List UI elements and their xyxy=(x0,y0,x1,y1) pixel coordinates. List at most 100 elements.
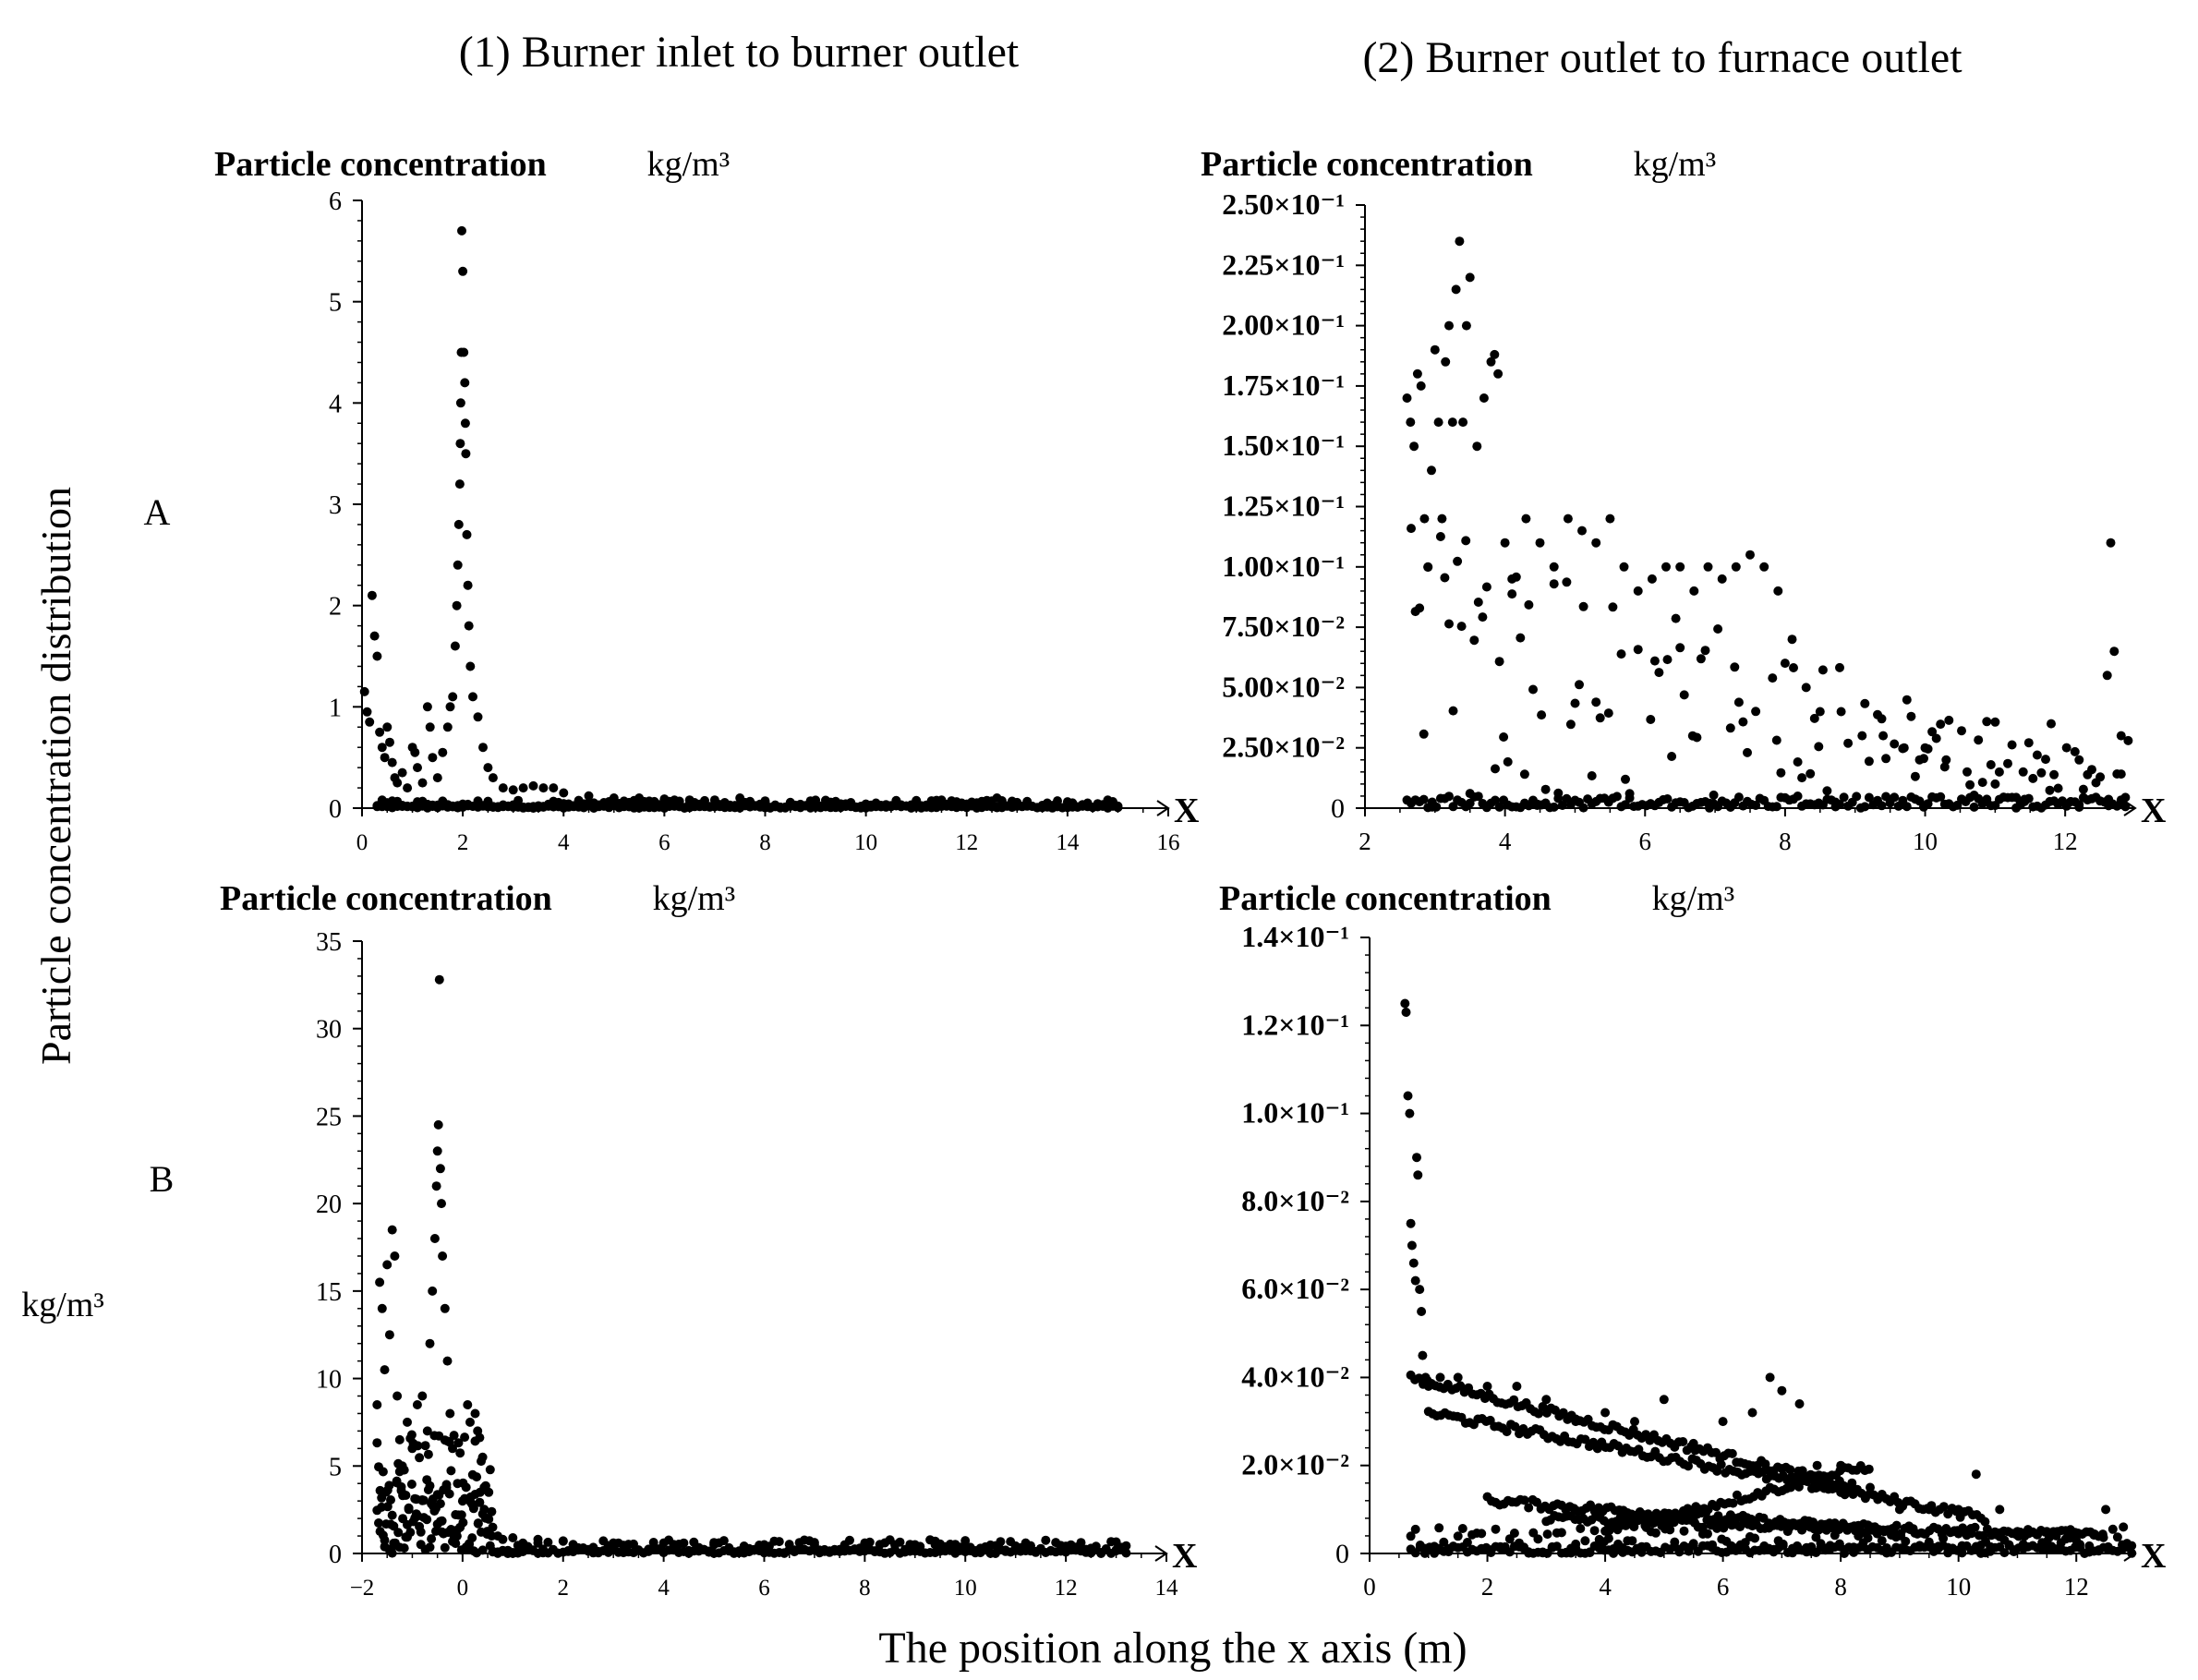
chart-b1-point xyxy=(455,1448,465,1458)
chart-a2-point xyxy=(1481,582,1492,592)
chart-b2-point xyxy=(1703,1529,1712,1539)
chart-a1-title: Particle concentration xyxy=(214,145,547,184)
chart-a2-point xyxy=(1768,673,1778,683)
chart-a2-point xyxy=(1902,802,1912,812)
chart-b1-point xyxy=(382,1260,392,1270)
chart-a1-point xyxy=(659,794,670,804)
chart-b1-point xyxy=(404,1503,414,1513)
chart-b1-point xyxy=(475,1497,485,1507)
chart-a1-point xyxy=(1043,798,1052,808)
chart-b1-point xyxy=(429,1234,440,1243)
chart-b2-point xyxy=(1999,1548,2010,1558)
chart-b2-point xyxy=(1670,1537,1680,1547)
chart-a2-point xyxy=(1479,393,1489,403)
chart-a2-point xyxy=(2045,785,2055,795)
chart-a2-point xyxy=(1549,562,1559,572)
y-axis-unit: kg/m³ xyxy=(21,1286,104,1324)
column-title-2: (2) Burner outlet to furnace outlet xyxy=(1362,33,1962,82)
chart-b1-point xyxy=(910,1540,920,1550)
chart-a2-point xyxy=(1974,735,1984,745)
chart-a2-point xyxy=(1419,794,1429,804)
chart-a2-point xyxy=(1700,646,1710,656)
chart-a2-point xyxy=(1944,715,1954,725)
chart-a2-point xyxy=(1423,562,1433,572)
chart-b1-y-tick-label: 25 xyxy=(316,1103,342,1131)
chart-a2-point xyxy=(1662,655,1673,665)
chart-b2-point xyxy=(1765,1372,1775,1383)
chart-a2-x-tick-label: 6 xyxy=(1639,828,1652,855)
chart-a2-x-tick-label: 12 xyxy=(2053,828,2078,855)
chart-b1-point xyxy=(438,1251,448,1261)
chart-a2-point xyxy=(1667,752,1677,761)
chart-b2-point xyxy=(1712,1466,1722,1476)
chart-b1-point xyxy=(380,1535,390,1545)
chart-b2-point xyxy=(1434,1523,1444,1533)
chart-a2-point xyxy=(1793,792,1803,801)
chart-a2-point xyxy=(1679,690,1689,700)
chart-b1-point xyxy=(460,1432,470,1443)
chart-b2-point xyxy=(1534,1408,1543,1419)
chart-a1-point xyxy=(488,773,498,783)
chart-a2-point xyxy=(1962,767,1972,777)
chart-a2-point xyxy=(1713,624,1723,634)
chart-a1-point xyxy=(992,793,1002,803)
chart-a2-point xyxy=(1877,801,1887,811)
chart-a2-point xyxy=(1776,767,1786,778)
chart-a2-x-tick-label: 4 xyxy=(1499,828,1512,855)
chart-b1-x-tick-label: −2 xyxy=(350,1576,375,1601)
chart-a2-point xyxy=(1654,668,1664,678)
chart-b2-point xyxy=(1785,1465,1795,1475)
chart-b1-point xyxy=(384,1330,394,1340)
chart-a1-point xyxy=(365,717,375,727)
chart-a2-point xyxy=(1416,381,1426,391)
chart-b2-point xyxy=(1891,1520,1902,1530)
chart-a1-point xyxy=(460,378,470,388)
chart-a1-point xyxy=(735,793,745,803)
chart-b1-point xyxy=(425,1542,435,1553)
chart-b1-point xyxy=(412,1400,422,1409)
chart-a1-point xyxy=(559,788,569,798)
chart-b1-point xyxy=(423,1449,433,1459)
chart-b1-point xyxy=(709,1540,719,1550)
chart-b1-point xyxy=(487,1506,497,1517)
chart-b2-point xyxy=(1894,1505,1904,1515)
chart-a2-point xyxy=(1455,236,1465,247)
chart-a1-point xyxy=(584,791,594,801)
chart-b1-point xyxy=(467,1469,477,1480)
chart-a1-point xyxy=(454,479,465,489)
chart-b2-point xyxy=(1811,1532,1821,1542)
chart-a2-point xyxy=(2074,755,2084,765)
chart-b2-point xyxy=(1995,1505,2005,1515)
chart-a1-point xyxy=(468,692,477,702)
chart-b2-point xyxy=(1400,998,1410,1009)
chart-a2-points xyxy=(1402,236,2133,813)
chart-b2-point xyxy=(1627,1536,1637,1546)
chart-a2-point xyxy=(2078,784,2088,794)
chart-a1-x-tick-label: 12 xyxy=(955,830,978,855)
chart-b2-y-tick-label: 2.0×10⁻² xyxy=(1241,1448,1349,1481)
chart-b1-point xyxy=(457,1496,467,1506)
chart-b2-point xyxy=(1678,1437,1688,1446)
chart-a2-point xyxy=(1461,320,1471,331)
chart-a2-point xyxy=(1809,713,1819,723)
chart-a2-point xyxy=(1591,538,1601,548)
chart-b2-point xyxy=(1412,1153,1421,1163)
chart-a2-point xyxy=(1516,633,1526,643)
chart-a2-point xyxy=(1402,393,1412,403)
chart-b2-point xyxy=(1407,1240,1417,1251)
chart-b2-point xyxy=(2057,1526,2067,1536)
chart-b1-point xyxy=(444,1489,454,1499)
chart-a1-point xyxy=(684,795,694,805)
chart-a1-point xyxy=(413,763,422,773)
chart-a1-point xyxy=(1062,801,1072,811)
chart-a2-point xyxy=(1499,732,1509,742)
chart-a2-point xyxy=(1491,764,1500,774)
chart-b2-point xyxy=(1978,1530,1988,1541)
chart-b2-point xyxy=(1552,1541,1562,1552)
chart-b1-point xyxy=(440,1303,450,1313)
chart-a2-point xyxy=(1936,719,1946,730)
chart-b2-y-tick-label: 4.0×10⁻² xyxy=(1241,1360,1349,1393)
chart-a2-point xyxy=(1806,768,1816,779)
chart-a1-point xyxy=(369,631,380,641)
chart-a2-point xyxy=(2028,773,2038,783)
